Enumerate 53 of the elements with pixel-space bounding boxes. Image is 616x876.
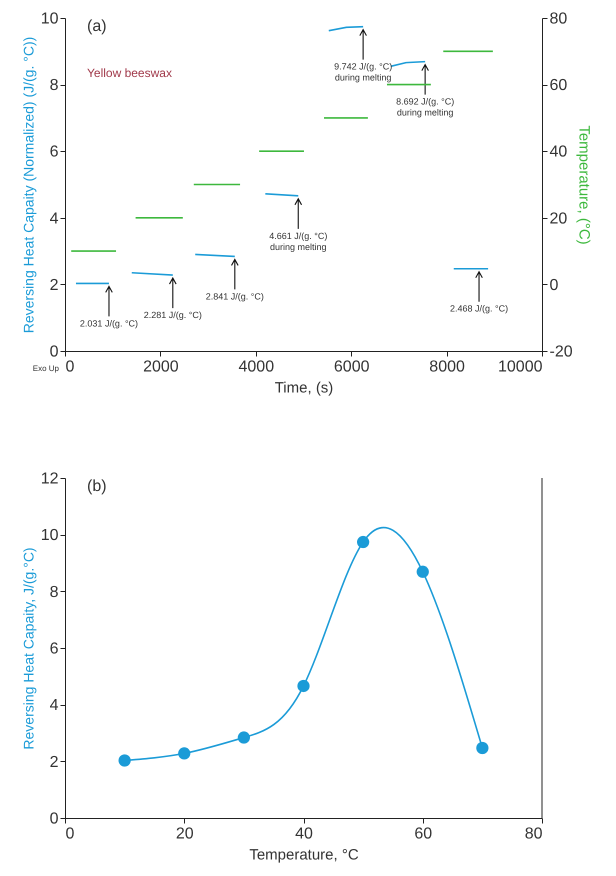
y-tick-label: 8 <box>50 584 59 601</box>
x-tick-label: 2000 <box>143 358 179 376</box>
text: Exo Up <box>32 364 60 373</box>
y-tick-label: 6 <box>50 640 59 658</box>
point <box>178 747 190 760</box>
x-axis-title: Time, (s) <box>274 380 334 396</box>
point <box>416 566 429 578</box>
annotation: 2.031 J/(g. °C) <box>80 318 138 328</box>
y-tick-label: 6 <box>50 144 59 161</box>
y2-tick-label: 20 <box>550 210 568 228</box>
x-tick-label: 20 <box>176 826 194 842</box>
point <box>297 680 310 692</box>
y-axis-title: Reversing Heat Capaity (Normalized) (J/(g. °C)) <box>20 36 37 334</box>
y2-tick-label: 40 <box>550 144 568 161</box>
y-tick-label: 2 <box>50 276 59 294</box>
text: Yellow beeswax <box>87 66 172 80</box>
y2-tick-label: 0 <box>550 276 558 294</box>
y2-tick-label: -20 <box>550 344 573 360</box>
annotation: 2.841 J/(g. °C) <box>206 291 264 302</box>
chart-title: (a) <box>87 18 107 35</box>
y-tick-label: 10 <box>40 527 59 544</box>
y-tick-label: 4 <box>50 210 59 228</box>
y-tick-label: 10 <box>40 10 59 28</box>
x-axis-title: Temperature, °C <box>249 846 359 864</box>
x-tick-label: 8000 <box>429 358 465 376</box>
x-tick-label: 0 <box>66 826 74 842</box>
annotation: 2.281 J/(g. °C) <box>144 310 202 320</box>
x-tick-label: 6000 <box>334 358 370 376</box>
y-tick-label: 0 <box>50 810 59 828</box>
point <box>238 731 250 744</box>
y-tick-label: 0 <box>50 344 59 360</box>
y2-axis-title: Temperature, (°C) <box>576 125 593 245</box>
annotation: 8.692 J/(g. °C) during melting <box>396 96 454 118</box>
point <box>476 742 488 754</box>
x-tick-label: 10000 <box>498 358 543 376</box>
x-tick-label: 40 <box>295 826 313 842</box>
x-tick-label: 80 <box>524 826 543 842</box>
annotation: 4.661 J/(g. °C) during melting <box>269 230 328 252</box>
y-tick-label: 2 <box>50 754 59 771</box>
y2-tick-label: 80 <box>550 10 568 28</box>
x-tick-label: 4000 <box>238 358 274 376</box>
point <box>357 536 370 548</box>
chart-title: (b) <box>87 478 107 495</box>
y-tick-label: 12 <box>40 470 59 488</box>
y-tick-label: 8 <box>50 77 59 94</box>
annotation: 2.468 J/(g. °C) <box>450 304 508 314</box>
x-tick-label: 60 <box>414 826 432 842</box>
y-axis-title: Reversing Heat Capaity, J/(g.°C) <box>20 547 37 750</box>
y-tick-label: 4 <box>50 697 59 714</box>
y2-tick-label: 60 <box>550 77 568 94</box>
annotation: 9.742 J/(g. °C) during melting <box>334 62 392 83</box>
point <box>118 754 131 767</box>
x-tick-label: 0 <box>66 358 74 376</box>
